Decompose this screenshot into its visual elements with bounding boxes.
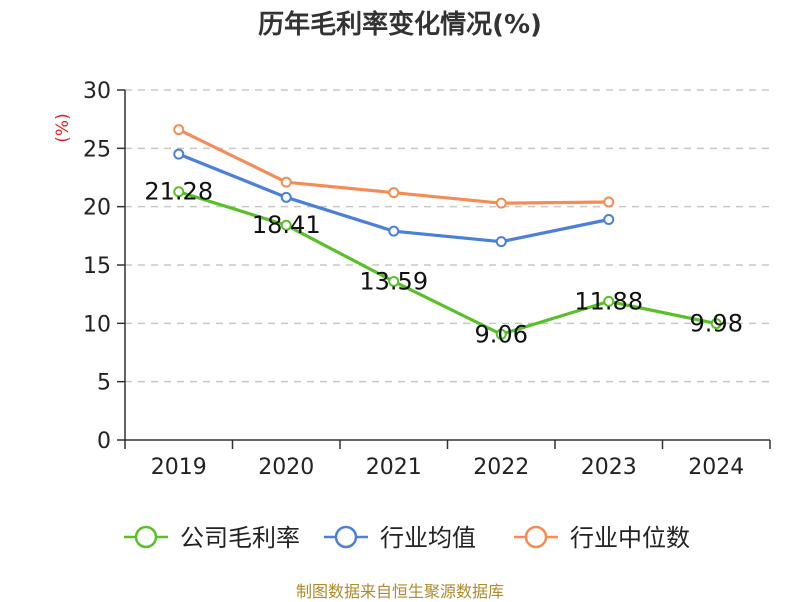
series-0-point-2019 [173, 186, 185, 198]
data-source-note: 制图数据来自恒生聚源数据库 [295, 582, 504, 601]
series-2-point-2023 [603, 196, 615, 208]
series-0-point-2021 [388, 275, 400, 287]
x-tick-label-2021: 2021 [366, 455, 422, 480]
y-tick-label: 10 [83, 312, 111, 337]
series-1-point-2023 [603, 214, 615, 225]
y-tick-label: 25 [83, 137, 111, 162]
data-label-2021: 13.59 [359, 267, 428, 295]
series-2-point-2021 [388, 187, 400, 199]
series-1-point-2019 [173, 148, 185, 160]
series-2-point-2020 [280, 176, 292, 188]
x-tick-label-2024: 2024 [688, 455, 744, 480]
grid-lines [125, 89, 770, 383]
x-tick-label-2020: 2020 [258, 455, 314, 480]
series-0-point-2023 [603, 295, 615, 307]
series-1-point-2022 [495, 236, 507, 248]
legend-marker-1 [334, 525, 358, 549]
y-axis-label: (%) [53, 113, 73, 142]
y-tick-label: 20 [83, 196, 111, 221]
legend-marker-0 [134, 525, 158, 549]
data-label-2019: 21.28 [144, 178, 213, 206]
legend-label-2: 行业中位数 [570, 524, 690, 552]
series-2-point-2022 [495, 197, 507, 209]
series-line-0 [178, 190, 717, 336]
y-tick-label: 15 [83, 254, 111, 279]
data-label-2023: 11.88 [574, 287, 643, 315]
legend-label-1: 行业均值 [380, 524, 476, 552]
series-0-point-2024 [710, 318, 722, 330]
data-label-2024: 9.98 [690, 310, 743, 338]
series-1-point-2020 [280, 191, 292, 203]
series-0-point-2022 [495, 328, 507, 340]
series-0-point-2020 [280, 219, 292, 231]
y-tick-label: 0 [97, 429, 111, 454]
chart-title: 历年毛利率变化情况(%) [258, 10, 542, 40]
series-1-point-2021 [388, 225, 400, 237]
legend-marker-2 [524, 525, 548, 549]
y-tick-label: 30 [83, 79, 111, 104]
x-tick-label-2019: 2019 [151, 455, 207, 480]
x-tick-label-2023: 2023 [581, 455, 637, 480]
legend-label-0: 公司毛利率 [180, 524, 300, 552]
data-label-2022: 9.06 [475, 320, 528, 348]
legend: 公司毛利率 行业均值 行业中位数 [124, 524, 690, 552]
x-tick-label-2022: 2022 [473, 455, 529, 480]
data-label-2020: 18.41 [252, 211, 321, 239]
axes: 0 5 10 15 20 25 30 2019 2020 2021 2022 2023 2024 (%) [53, 79, 771, 480]
y-tick-label: 5 [97, 371, 111, 396]
series-group: 21.28 18.41 13.59 9.06 11.88 9.98 [144, 124, 743, 348]
series-2-point-2019 [173, 124, 185, 136]
